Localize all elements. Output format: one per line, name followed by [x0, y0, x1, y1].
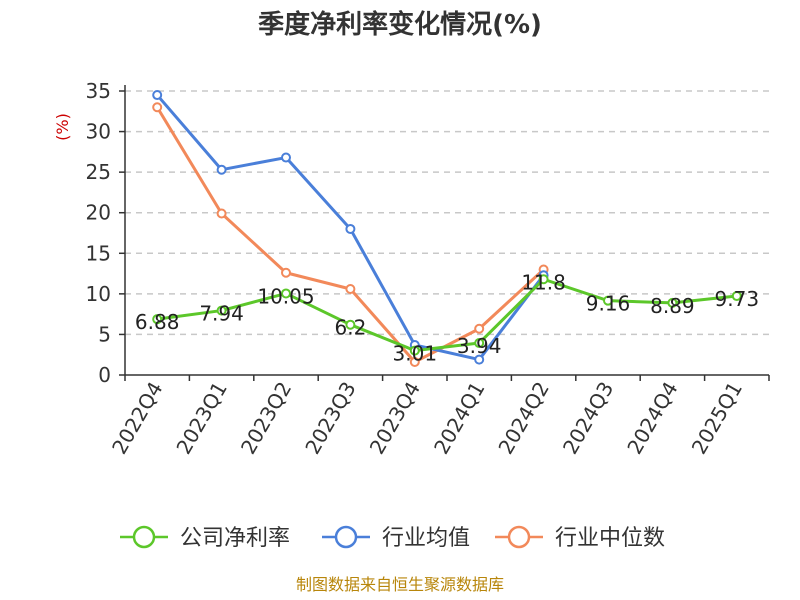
series-0 — [152, 274, 742, 356]
data-label: 8.89 — [650, 294, 695, 318]
legend-label: 行业中位数 — [555, 526, 665, 551]
data-point — [281, 267, 291, 278]
data-point — [667, 297, 678, 308]
y-tick-label: 20 — [86, 201, 111, 225]
legend-label: 公司净利率 — [180, 526, 290, 551]
data-point — [474, 338, 485, 349]
legend-marker — [507, 525, 531, 549]
data-label: 11.8 — [521, 270, 566, 294]
data-point — [538, 274, 549, 285]
x-tick-label: 2024Q1 — [429, 378, 489, 459]
data-point — [281, 288, 291, 299]
x-tick-labels: 2022Q4 2023Q1 2023Q2 2023Q3 2023Q4 2024Q1 2024… — [107, 378, 747, 459]
y-tick-label: 5 — [98, 322, 111, 346]
y-tick-label: 15 — [86, 241, 111, 265]
x-tick-label: 2024Q3 — [558, 378, 618, 459]
x-tick-label: 2023Q4 — [365, 378, 425, 459]
x-tick-label: 2024Q4 — [622, 378, 682, 459]
x-tick-label: 2024Q2 — [493, 378, 553, 459]
chart-title: 季度净利率变化情况(%) — [258, 9, 542, 40]
data-point — [474, 323, 485, 334]
y-tick-label: 10 — [86, 282, 111, 306]
data-point — [281, 152, 291, 163]
source-note: 制图数据来自恒生聚源数据库 — [296, 575, 504, 594]
data-label: 3.94 — [457, 334, 502, 358]
y-tick-labels: 0 5 10 15 20 25 30 35 — [86, 79, 125, 387]
x-tick-label: 2025Q1 — [687, 378, 747, 459]
axes — [124, 85, 770, 381]
data-point — [345, 319, 356, 330]
data-point — [731, 291, 742, 302]
data-label: 9.16 — [586, 292, 631, 316]
data-label: 10.05 — [257, 284, 314, 308]
series-2 — [152, 102, 549, 368]
y-tick-label: 25 — [86, 160, 111, 184]
x-tick-label: 2023Q1 — [171, 378, 231, 459]
y-tick-label: 0 — [98, 363, 111, 387]
legend-item: 公司净利率 — [120, 525, 290, 551]
data-point — [152, 90, 163, 101]
data-point — [216, 208, 227, 219]
legend-item: 行业中位数 — [495, 525, 665, 551]
y-axis-unit: (%) — [53, 113, 72, 141]
data-point — [152, 314, 163, 325]
legend-marker — [132, 525, 156, 549]
x-tick-label: 2023Q3 — [300, 378, 360, 459]
series-line — [157, 277, 737, 353]
x-tick-label: 2023Q2 — [236, 378, 296, 459]
data-point — [345, 223, 356, 234]
x-tick-label: 2022Q4 — [107, 378, 167, 459]
data-labels: 6.88 7.94 10.05 6.2 3.01 3.94 11.8 9.16 8.89 9.73 — [135, 270, 759, 365]
data-label: 6.2 — [334, 316, 366, 340]
data-point — [409, 357, 420, 368]
series-lines — [152, 90, 742, 368]
data-label: 6.88 — [135, 310, 180, 334]
data-point — [603, 295, 613, 306]
series-1 — [152, 90, 549, 365]
data-point — [216, 305, 227, 316]
data-point — [409, 345, 420, 356]
legend-label: 行业均值 — [382, 526, 470, 551]
data-point — [345, 283, 356, 294]
data-point — [474, 354, 485, 365]
legend-item: 行业均值 — [322, 525, 470, 551]
data-label: 7.94 — [199, 302, 244, 326]
legend: 公司净利率 行业均值 行业中位数 — [120, 525, 665, 551]
y-tick-label: 30 — [86, 120, 111, 144]
gridlines — [125, 90, 769, 336]
y-tick-label: 35 — [86, 79, 111, 103]
data-label: 3.01 — [393, 342, 438, 366]
data-label: 9.73 — [715, 287, 760, 311]
legend-marker — [334, 525, 358, 549]
data-point — [152, 102, 163, 113]
data-point — [216, 164, 227, 175]
